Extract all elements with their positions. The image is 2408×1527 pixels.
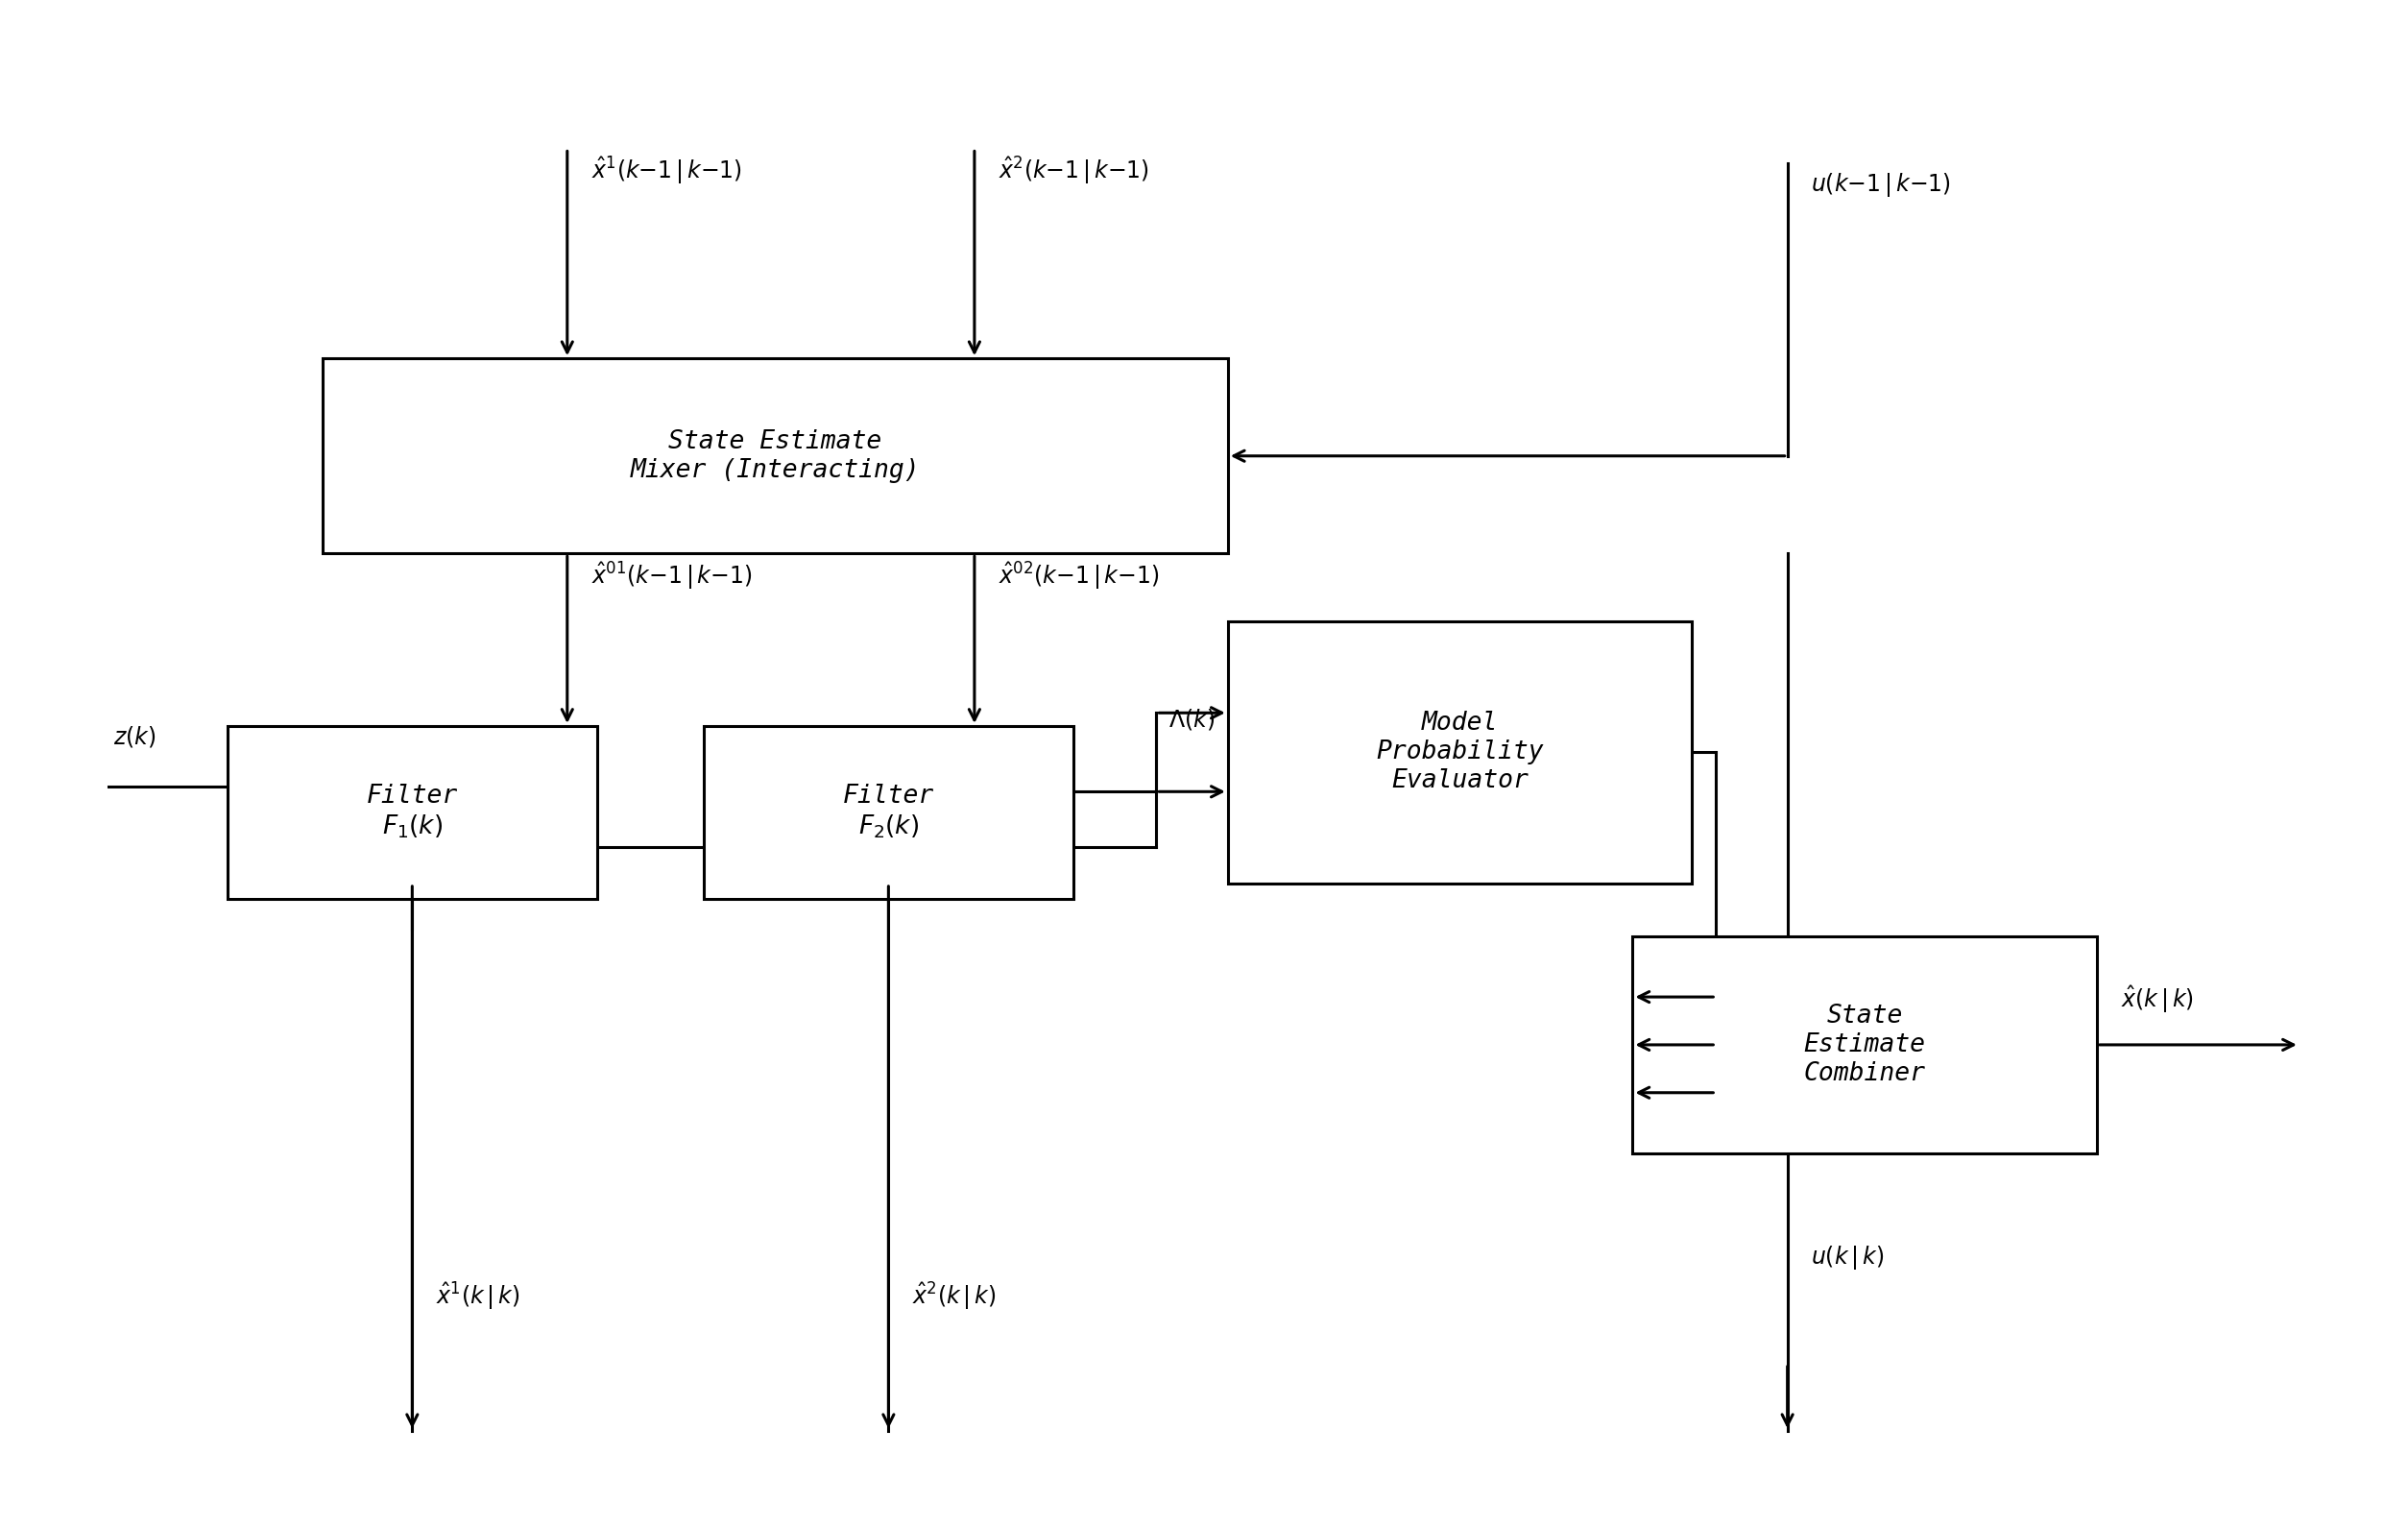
Text: Filter
$F_1(k)$: Filter $F_1(k)$	[366, 783, 458, 840]
Text: State
Estimate
Combiner: State Estimate Combiner	[1804, 1003, 1926, 1086]
Text: $\hat{x}^2(k{-}1\,|\,k{-}1)$: $\hat{x}^2(k{-}1\,|\,k{-}1)$	[999, 156, 1149, 188]
Text: $\hat{x}^2(k\,|\,k)$: $\hat{x}^2(k\,|\,k)$	[913, 1281, 997, 1313]
Text: $\hat{x}(k\,|\,k)$: $\hat{x}(k\,|\,k)$	[2121, 983, 2194, 1015]
Text: $\Lambda(k)$: $\Lambda(k)$	[1168, 707, 1214, 731]
Bar	[703, 725, 1074, 898]
Text: $u(k\,|\,k)$: $u(k\,|\,k)$	[1811, 1243, 1885, 1272]
Bar	[323, 359, 1228, 553]
Text: State Estimate
Mixer (Interacting): State Estimate Mixer (Interacting)	[631, 429, 920, 483]
Text: Filter
$F_2(k)$: Filter $F_2(k)$	[843, 783, 934, 840]
Bar	[229, 725, 597, 898]
Text: $\hat{x}^1(k\,|\,k)$: $\hat{x}^1(k\,|\,k)$	[436, 1281, 520, 1313]
Text: $\hat{x}^{01}(k{-}1\,|\,k{-}1)$: $\hat{x}^{01}(k{-}1\,|\,k{-}1)$	[590, 560, 751, 592]
Bar	[1633, 936, 2097, 1153]
Text: $z(k)$: $z(k)$	[113, 724, 157, 748]
Text: $\hat{x}^1(k{-}1\,|\,k{-}1)$: $\hat{x}^1(k{-}1\,|\,k{-}1)$	[590, 156, 742, 188]
Text: $u(k{-}1\,|\,k{-}1)$: $u(k{-}1\,|\,k{-}1)$	[1811, 171, 1950, 199]
Bar	[1228, 621, 1693, 884]
Text: $\hat{x}^{02}(k{-}1\,|\,k{-}1)$: $\hat{x}^{02}(k{-}1\,|\,k{-}1)$	[999, 560, 1158, 592]
Text: Model
Probability
Evaluator: Model Probability Evaluator	[1375, 712, 1544, 794]
